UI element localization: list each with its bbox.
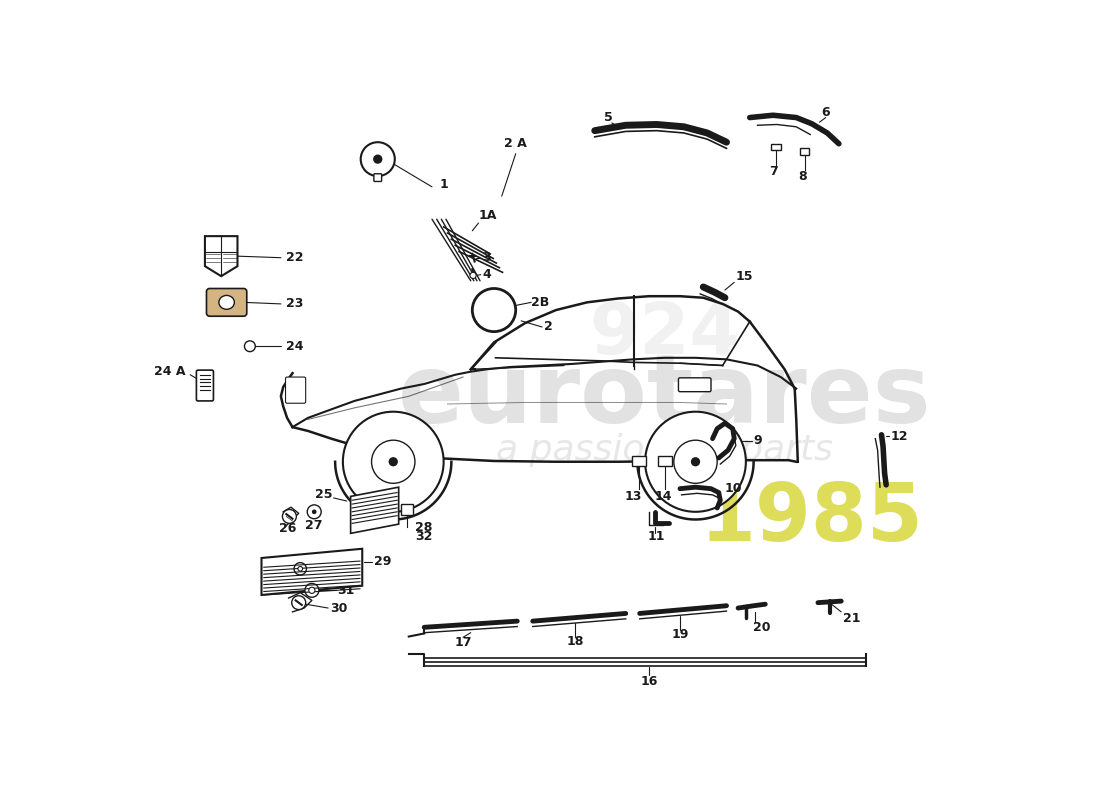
Bar: [631, 456, 646, 466]
Text: 11: 11: [648, 530, 666, 543]
Text: 18: 18: [566, 634, 584, 648]
Text: 16: 16: [640, 674, 658, 688]
Circle shape: [307, 505, 321, 518]
Text: 1: 1: [439, 178, 448, 191]
Polygon shape: [262, 549, 362, 595]
Circle shape: [298, 566, 302, 571]
Polygon shape: [351, 487, 398, 534]
Text: 33: 33: [275, 562, 293, 575]
Circle shape: [309, 587, 315, 594]
Text: 8: 8: [799, 170, 806, 182]
Text: 3: 3: [483, 251, 491, 264]
Text: 12: 12: [891, 430, 909, 443]
Text: 1985: 1985: [700, 481, 924, 558]
Circle shape: [373, 154, 383, 164]
Text: 29: 29: [374, 555, 392, 568]
Text: 15: 15: [736, 270, 754, 283]
Bar: [771, 144, 781, 150]
Text: 7: 7: [769, 165, 778, 178]
Text: 23: 23: [286, 298, 304, 310]
Text: 6: 6: [822, 106, 830, 119]
Bar: [658, 456, 672, 466]
Text: 2: 2: [544, 321, 553, 334]
FancyBboxPatch shape: [207, 289, 246, 316]
Text: 31: 31: [338, 584, 355, 597]
Text: 24: 24: [286, 340, 304, 353]
Text: 924: 924: [590, 300, 740, 370]
Text: 14: 14: [654, 490, 672, 503]
Circle shape: [361, 142, 395, 176]
Text: B: B: [486, 301, 502, 319]
Text: 32: 32: [415, 530, 432, 543]
Text: 9: 9: [754, 434, 762, 447]
Text: 19: 19: [671, 629, 689, 642]
Circle shape: [691, 457, 701, 466]
Text: 22: 22: [286, 251, 304, 264]
Text: 20: 20: [752, 621, 770, 634]
Circle shape: [645, 412, 746, 512]
Ellipse shape: [219, 295, 234, 310]
Circle shape: [372, 440, 415, 483]
Text: 25: 25: [316, 488, 333, 502]
Text: 4: 4: [483, 268, 491, 281]
FancyBboxPatch shape: [374, 174, 382, 182]
Circle shape: [305, 583, 319, 598]
Text: 2B: 2B: [531, 296, 550, 309]
Text: 21: 21: [843, 611, 860, 625]
Text: PORSCHE: PORSCHE: [207, 240, 236, 245]
Bar: [800, 148, 810, 154]
Circle shape: [312, 510, 317, 514]
Circle shape: [294, 562, 307, 575]
FancyBboxPatch shape: [679, 378, 711, 392]
Text: 17: 17: [454, 636, 472, 650]
Circle shape: [472, 289, 516, 332]
Circle shape: [470, 272, 476, 278]
Text: a passion for parts: a passion for parts: [496, 434, 833, 467]
FancyBboxPatch shape: [197, 370, 213, 401]
Text: 26: 26: [279, 522, 297, 535]
Circle shape: [244, 341, 255, 352]
Text: 1A: 1A: [478, 209, 497, 222]
Text: 13: 13: [625, 490, 642, 503]
Text: 10: 10: [725, 482, 742, 495]
Text: 28: 28: [415, 521, 432, 534]
Circle shape: [388, 457, 398, 466]
FancyBboxPatch shape: [286, 377, 306, 403]
Text: 30: 30: [330, 602, 348, 614]
Circle shape: [343, 412, 443, 512]
Circle shape: [674, 440, 717, 483]
Text: 27: 27: [306, 519, 323, 532]
Text: eurotares: eurotares: [398, 350, 932, 443]
Polygon shape: [205, 236, 238, 276]
Text: 24 A: 24 A: [154, 365, 186, 378]
Text: 5: 5: [604, 111, 613, 124]
Bar: [402, 504, 414, 515]
Text: 2 A: 2 A: [504, 138, 527, 150]
Circle shape: [292, 596, 306, 610]
Circle shape: [283, 510, 296, 523]
